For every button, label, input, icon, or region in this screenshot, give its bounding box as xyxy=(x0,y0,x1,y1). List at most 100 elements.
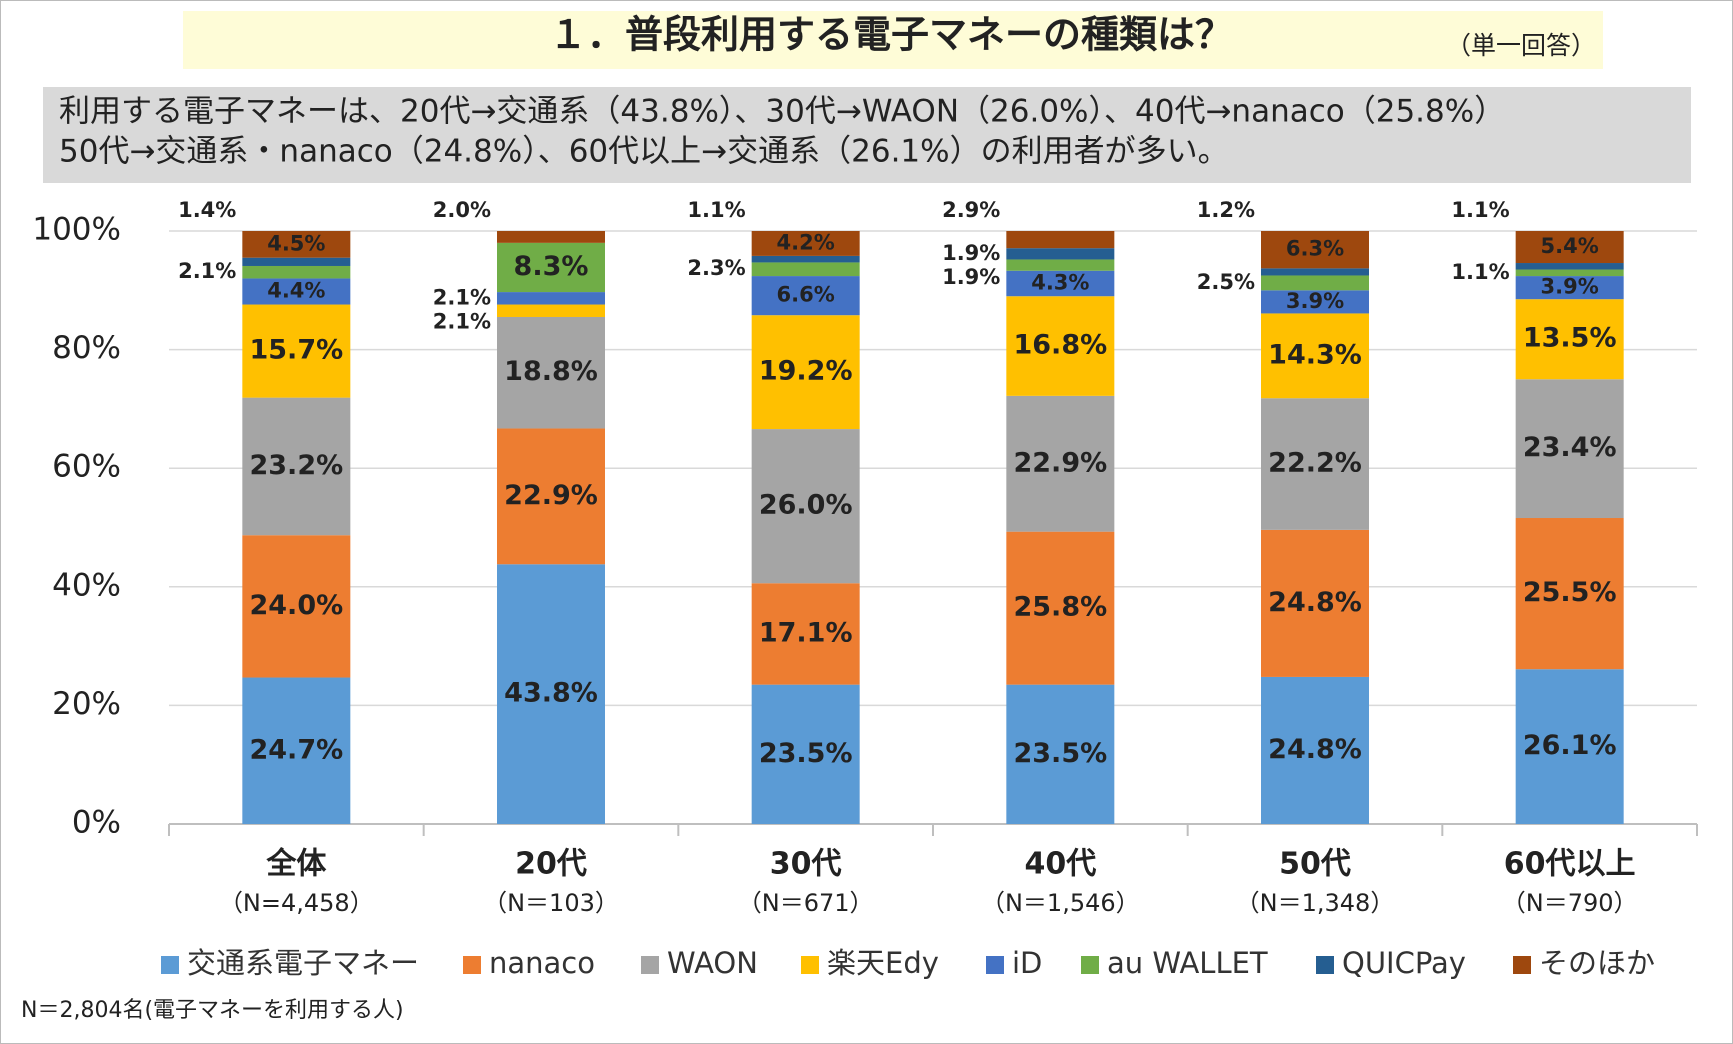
legend-swatch xyxy=(801,956,819,974)
legend-label: QUICPay xyxy=(1342,946,1466,980)
bar-segment xyxy=(1515,276,1624,300)
bar-segment xyxy=(1006,296,1115,396)
data-label: 22.9% xyxy=(1013,447,1107,478)
data-label: 23.5% xyxy=(1013,738,1107,769)
bar-segment xyxy=(1261,231,1369,269)
legend-label: 交通系電子マネー xyxy=(187,946,419,980)
data-label: 22.9% xyxy=(504,480,598,511)
data-label: 25.8% xyxy=(1013,592,1107,623)
legend-swatch xyxy=(986,956,1004,974)
bar-segment xyxy=(1006,231,1115,249)
data-label: 6.6% xyxy=(777,283,835,307)
bar-segment xyxy=(242,257,351,266)
bar-segment xyxy=(1261,313,1369,399)
summary-line: 50代→交通系・nanaco（24.8%）、60代以上→交通系（26.1%）の利… xyxy=(59,134,1229,170)
legend-label: au WALLET xyxy=(1107,946,1268,980)
data-label: 4.2% xyxy=(777,230,835,254)
bar-segment xyxy=(242,535,351,678)
data-label: 4.5% xyxy=(267,231,325,255)
bar-segment xyxy=(242,397,351,536)
legend-label: そのほか xyxy=(1539,946,1655,980)
data-label: 6.3% xyxy=(1286,237,1344,261)
legend-swatch xyxy=(641,956,659,974)
x-tick-note: （N＝1,546） xyxy=(981,889,1140,917)
data-label: 16.8% xyxy=(1013,330,1107,361)
data-label: 26.0% xyxy=(759,490,853,521)
data-label: 23.2% xyxy=(249,450,343,481)
bar-segment xyxy=(497,428,605,565)
data-label: 1.1% xyxy=(687,198,745,222)
bar-segment xyxy=(1261,676,1369,824)
subtitle: （単一回答） xyxy=(1446,31,1596,60)
y-tick-label: 60% xyxy=(52,449,121,485)
legend-label: iD xyxy=(1012,946,1042,980)
data-label: 8.3% xyxy=(514,251,589,282)
y-tick-label: 20% xyxy=(52,686,121,722)
bar-segment xyxy=(1006,248,1115,260)
data-label: 15.7% xyxy=(249,335,343,366)
chart-title: １．普段利用する電子マネーの種類は？ xyxy=(549,13,1233,57)
data-label: 5.4% xyxy=(1541,234,1599,258)
data-label: 17.1% xyxy=(759,617,853,648)
data-label: 2.9% xyxy=(942,198,1000,222)
data-label: 26.1% xyxy=(1523,730,1617,761)
bar-segment xyxy=(1261,275,1369,291)
data-label: 24.0% xyxy=(249,590,343,621)
data-label: 4.4% xyxy=(267,278,325,302)
y-tick-label: 40% xyxy=(52,567,121,603)
bar-segment xyxy=(497,316,605,429)
bar-segment xyxy=(497,231,605,243)
data-label: 2.0% xyxy=(433,198,491,222)
bar-segment xyxy=(751,255,860,263)
bar-segment xyxy=(497,242,605,293)
data-label: 1.9% xyxy=(942,241,1000,265)
legend-label: WAON xyxy=(667,946,758,980)
data-label: 1.1% xyxy=(1451,198,1509,222)
bar-segment xyxy=(751,315,860,430)
data-label: 1.2% xyxy=(1197,198,1255,222)
data-label: 1.4% xyxy=(178,198,236,222)
bar-segment xyxy=(1261,290,1369,314)
bar-segment xyxy=(497,292,605,305)
bar-segment xyxy=(1515,299,1624,380)
bar-segment xyxy=(1006,270,1115,297)
data-label: 4.3% xyxy=(1031,270,1089,294)
x-tick-label: 40代 xyxy=(1024,847,1096,882)
bar-segment xyxy=(242,278,351,305)
data-label: 18.8% xyxy=(504,356,598,387)
bar-segment xyxy=(1515,669,1624,824)
data-label: 23.4% xyxy=(1523,432,1617,463)
y-tick-label: 100% xyxy=(32,212,121,248)
y-tick-label: 0% xyxy=(72,805,121,841)
bar-segment xyxy=(242,677,351,824)
x-tick-label: 全体 xyxy=(265,847,327,882)
bar-segment xyxy=(1006,395,1115,532)
data-label: 19.2% xyxy=(759,356,853,387)
data-label: 1.1% xyxy=(1451,260,1509,284)
data-label: 2.1% xyxy=(433,309,491,333)
bar-segment xyxy=(751,429,860,584)
bar-segment xyxy=(1261,529,1369,677)
x-tick-note: （N＝1,348） xyxy=(1236,889,1395,917)
legend-swatch xyxy=(161,956,179,974)
data-label: 1.9% xyxy=(942,265,1000,289)
legend-swatch xyxy=(1513,956,1531,974)
bar-segment xyxy=(1515,231,1624,264)
legend-label: nanaco xyxy=(489,946,595,980)
x-tick-note: （N＝103） xyxy=(483,889,619,917)
bar-segment xyxy=(1006,259,1115,271)
x-tick-note: （N=4,458） xyxy=(219,889,374,917)
legend-swatch xyxy=(463,956,481,974)
data-label: 3.9% xyxy=(1541,275,1599,299)
x-tick-note: （N＝671） xyxy=(738,889,874,917)
summary-line: 利用する電子マネーは、20代→交通系（43.8%）、30代→WAON（26.0%… xyxy=(59,94,1505,130)
data-label: 2.1% xyxy=(433,285,491,309)
data-label: 24.7% xyxy=(249,734,343,765)
data-label: 22.2% xyxy=(1268,448,1362,479)
bar-segment xyxy=(1261,268,1369,276)
bar-segment xyxy=(1006,531,1115,685)
bar-segment xyxy=(497,564,605,824)
bar-segment xyxy=(242,265,351,279)
